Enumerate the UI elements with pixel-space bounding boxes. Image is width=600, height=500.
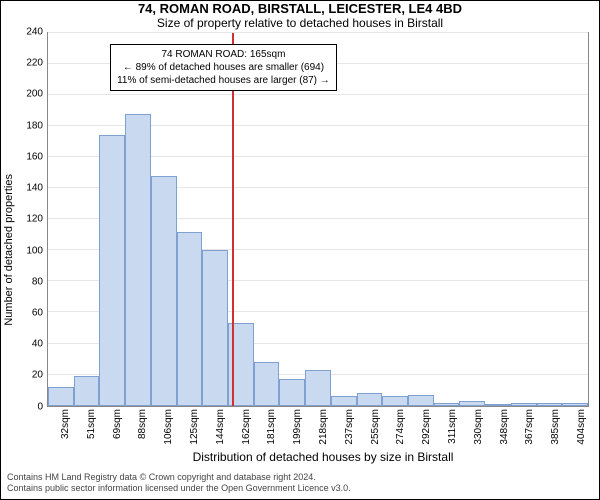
x-tick-label: 162sqm: [241, 409, 252, 445]
y-tick-label: 80: [32, 276, 43, 287]
x-tick-label: 88sqm: [137, 409, 148, 439]
x-tick-label: 367sqm: [524, 409, 535, 445]
bar: [357, 393, 383, 405]
bar: [254, 362, 280, 405]
y-tick-label: 60: [32, 307, 43, 318]
info-line2: ← 89% of detached houses are smaller (69…: [117, 61, 330, 74]
page-subtitle: Size of property relative to detached ho…: [1, 16, 599, 30]
bar: [459, 401, 485, 406]
x-tick-label: 330sqm: [473, 409, 484, 445]
y-axis-label: Number of detached properties: [1, 174, 17, 326]
bar: [485, 404, 511, 406]
x-tick-label: 292sqm: [421, 409, 432, 445]
footer: Contains HM Land Registry data © Crown c…: [1, 468, 599, 499]
bar: [151, 176, 177, 406]
y-tick-label: 20: [32, 370, 43, 381]
bar: [74, 376, 100, 405]
x-tick-label: 125sqm: [189, 409, 200, 445]
y-tick-label: 140: [26, 183, 43, 194]
y-tick-label: 120: [26, 214, 43, 225]
bar: [279, 379, 305, 405]
y-tick-label: 40: [32, 339, 43, 350]
x-tick-label: 237sqm: [344, 409, 355, 445]
x-ticks: 32sqm 51sqm 69sqm 88sqm 106sqm 125sqm 144sqm 16…: [47, 407, 589, 452]
page-title: 74, ROMAN ROAD, BIRSTALL, LEICESTER, LE4…: [1, 1, 599, 16]
x-tick-label: 311sqm: [447, 409, 458, 444]
y-tick-label: 240: [26, 27, 43, 38]
bar: [562, 403, 588, 406]
bar: [305, 370, 331, 406]
info-box: 74 ROMAN ROAD: 165sqm ← 89% of detached …: [110, 44, 337, 91]
y-ticks: 020406080100120140160180200220240: [17, 32, 47, 407]
bar: [331, 396, 357, 405]
x-tick-label: 255sqm: [370, 409, 381, 445]
y-tick-label: 200: [26, 89, 43, 100]
bar: [48, 387, 74, 406]
x-tick-label: 404sqm: [576, 409, 587, 445]
x-tick-label: 51sqm: [86, 409, 97, 439]
x-tick-label: 199sqm: [292, 409, 303, 445]
plot-row: 020406080100120140160180200220240 74 ROM…: [17, 32, 599, 407]
gridline: [48, 94, 588, 95]
chart-container: 74, ROMAN ROAD, BIRSTALL, LEICESTER, LE4…: [0, 0, 600, 500]
bar: [125, 114, 151, 406]
y-tick-label: 100: [26, 245, 43, 256]
bar: [99, 135, 125, 405]
plot-area: 74 ROMAN ROAD: 165sqm ← 89% of detached …: [47, 32, 589, 407]
footer-line2: Contains public sector information licen…: [7, 483, 593, 495]
footer-line1: Contains HM Land Registry data © Crown c…: [7, 472, 593, 484]
bar: [408, 395, 434, 406]
x-axis-label: Distribution of detached houses by size …: [47, 450, 599, 464]
x-tick-label: 274sqm: [395, 409, 406, 445]
x-tick-label: 181sqm: [266, 409, 277, 445]
bar: [202, 250, 228, 405]
bar: [382, 396, 408, 405]
bar: [434, 403, 460, 406]
gridline: [48, 32, 588, 33]
bar: [177, 232, 203, 406]
y-tick-label: 220: [26, 58, 43, 69]
y-tick-label: 180: [26, 120, 43, 131]
y-tick-label: 0: [37, 401, 43, 412]
bar: [537, 403, 563, 406]
x-tick-label: 144sqm: [215, 409, 226, 445]
x-tick-label: 69sqm: [112, 409, 123, 439]
x-tick-label: 348sqm: [499, 409, 510, 445]
info-line3: 11% of semi-detached houses are larger (…: [117, 74, 330, 87]
y-tick-label: 160: [26, 151, 43, 162]
x-tick-label: 32sqm: [60, 409, 71, 439]
x-tick-label: 385sqm: [550, 409, 561, 445]
plot-zone: 020406080100120140160180200220240 74 ROM…: [17, 32, 599, 468]
info-line1: 74 ROMAN ROAD: 165sqm: [117, 48, 330, 61]
x-tick-label: 218sqm: [318, 409, 329, 445]
x-tick-label: 106sqm: [163, 409, 174, 445]
bar: [511, 403, 537, 406]
chart-wrap: Number of detached properties 0 20 40 60 80 1…: [1, 32, 599, 468]
